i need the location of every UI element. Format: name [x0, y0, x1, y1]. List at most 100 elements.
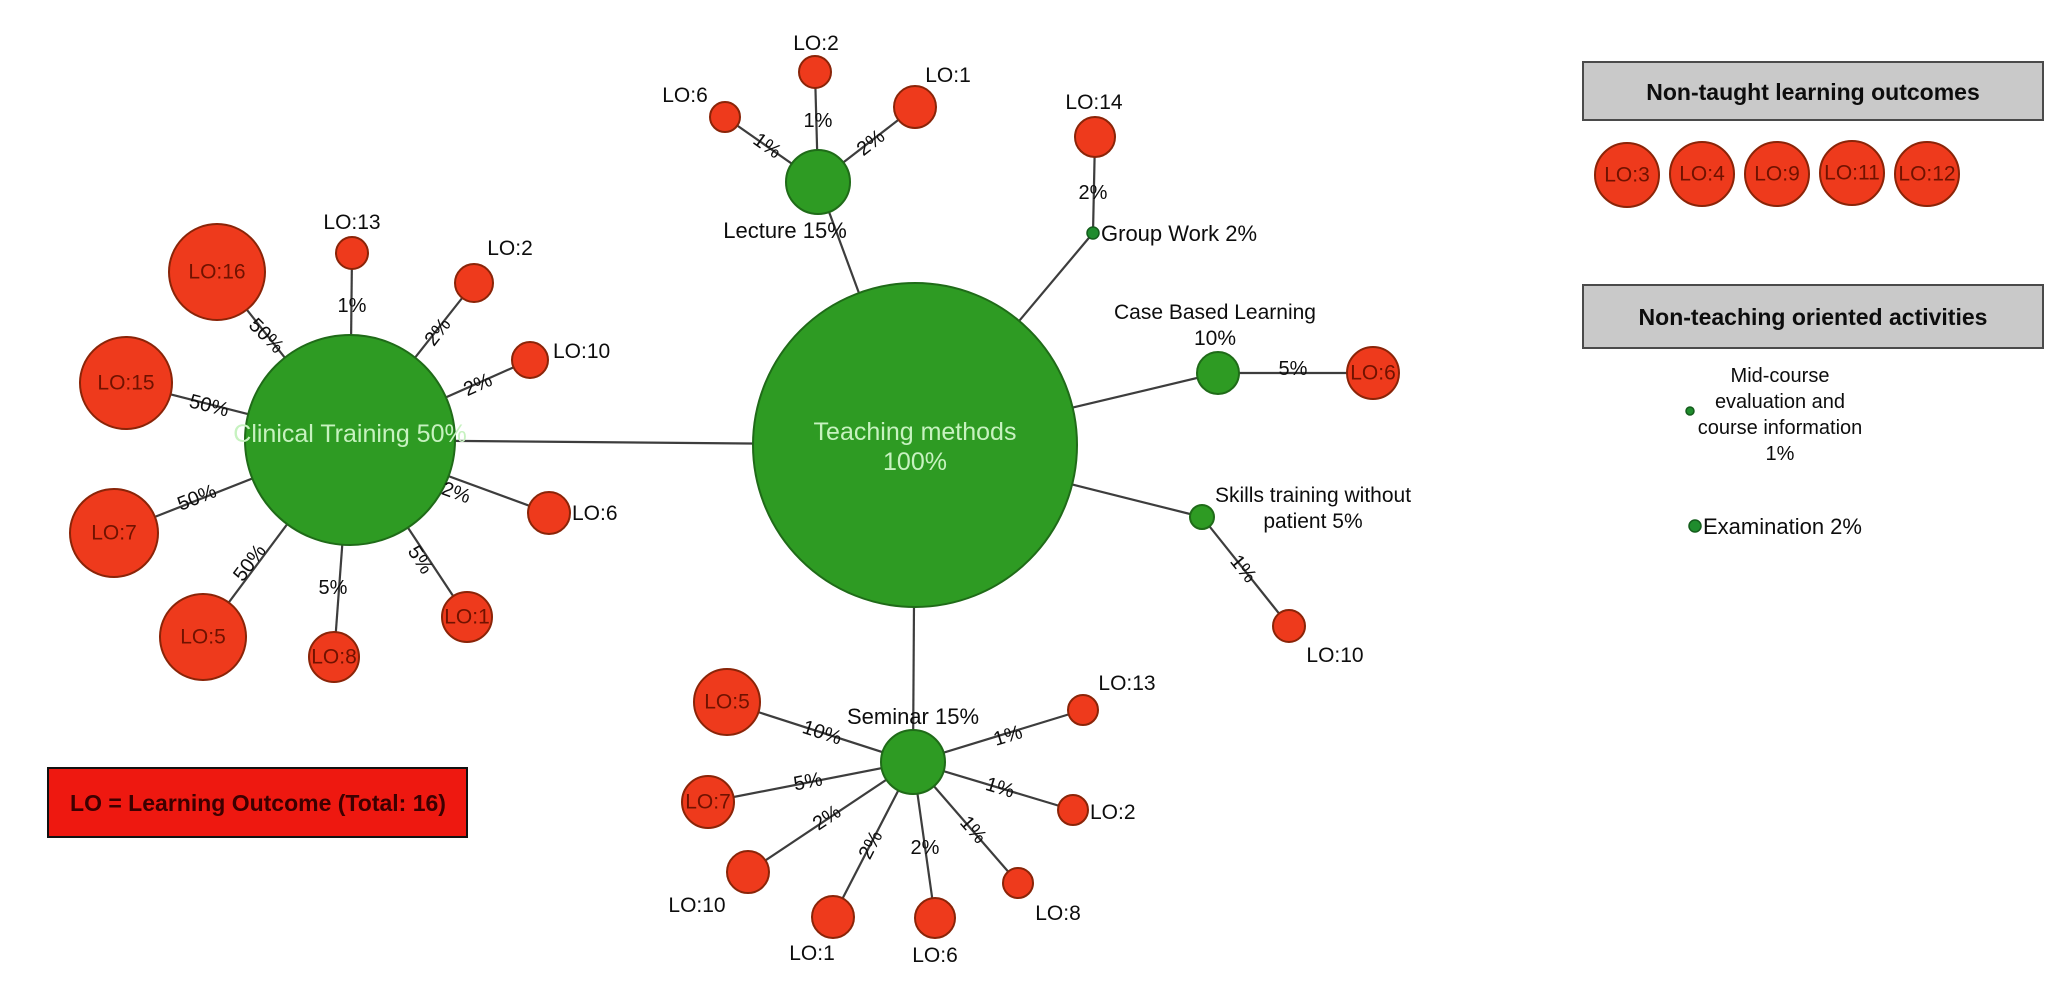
node-clinical-lo7 [69, 488, 159, 578]
note-box-label: LO = Learning Outcome (Total: 16) [70, 790, 446, 816]
node-clinical-lo8 [308, 631, 360, 683]
skills-label-line1: Skills training without [1215, 484, 1411, 507]
pct-clinical-lo7: 50% [174, 480, 220, 515]
node-seminar-lo7 [681, 775, 735, 829]
node-skills-lo10 [1272, 609, 1306, 643]
lecture-lo1-label: LO:1 [925, 64, 971, 87]
note-box-group: LO = Learning Outcome (Total: 16) [47, 767, 468, 838]
node-labels: Teaching methods 100% Clinical Training … [233, 218, 1411, 729]
node-clinical-lo2 [454, 263, 494, 303]
seminar-lo8-label: LO:8 [1035, 902, 1081, 925]
midcourse-label-line4: 1% [1766, 443, 1795, 465]
seminar-lo7-label: LO:7 [685, 791, 731, 814]
pct-seminar-lo6: 2% [911, 837, 940, 859]
groupwork-lo14-label: LO:14 [1065, 91, 1123, 114]
node-seminar-lo2 [1057, 794, 1089, 826]
node-clinical-lo15 [79, 336, 173, 430]
legend-lo3-label: LO:3 [1604, 164, 1650, 187]
pct-clinical-lo8: 5% [319, 577, 348, 599]
legend-lo12-circle [1894, 141, 1960, 207]
node-case-based-learning [1196, 351, 1240, 395]
examination-label: Examination 2% [1703, 514, 1862, 539]
clinical-lo5-label: LO:5 [180, 626, 226, 649]
midcourse-label-line1: Mid-course [1731, 365, 1830, 387]
seminar-lo6-label: LO:6 [912, 944, 958, 967]
pct-lecture-lo2: 1% [804, 110, 833, 132]
pct-seminar-lo1: 2% [855, 827, 888, 863]
midcourse-dot-icon [1685, 406, 1695, 416]
seminar-lo2-label: LO:2 [1090, 801, 1136, 824]
midcourse-label-line2: evaluation and [1715, 391, 1845, 413]
node-lecture-lo1 [893, 85, 937, 129]
node-clinical-lo6 [527, 491, 571, 535]
legend-non-teaching-box [1582, 284, 2044, 349]
node-seminar-lo10 [726, 850, 770, 894]
node-lecture [785, 149, 851, 215]
pct-clinical-lo1: 5% [403, 542, 437, 578]
teaching-methods-label-line1: Teaching methods [814, 418, 1017, 446]
node-seminar-lo6 [914, 897, 956, 939]
clinical-lo1-label: LO:1 [444, 606, 490, 629]
legend-lo4-label: LO:4 [1679, 163, 1725, 186]
outcome-labels: LO:16 LO:13 LO:2 LO:10 LO:15 LO:6 LO:7 L… [91, 32, 1396, 967]
legend-non-teaching-title: Non-teaching oriented activities [1639, 304, 1988, 330]
node-clinical-lo13 [335, 236, 369, 270]
node-lecture-lo6 [709, 101, 741, 133]
casebased-lo6-label: LO:6 [1350, 362, 1396, 385]
pct-seminar-lo5: 10% [800, 716, 845, 749]
legend-lo12-label: LO:12 [1898, 163, 1955, 186]
pct-seminar-lo10: 2% [809, 801, 845, 836]
pct-groupwork-lo14: 2% [1079, 182, 1108, 204]
nodes [69, 55, 1400, 939]
node-clinical-training [244, 334, 456, 546]
seminar-lo13-label: LO:13 [1098, 672, 1155, 695]
midcourse-label-line3: course information [1698, 417, 1863, 439]
pct-seminar-lo2: 1% [983, 773, 1017, 803]
teaching-methods-label-line2: 100% [883, 448, 947, 476]
node-skills-training [1189, 504, 1215, 530]
node-group-work [1086, 226, 1100, 240]
edge-skills-lo10 [1201, 516, 1290, 627]
pct-seminar-lo13: 1% [991, 721, 1025, 751]
case-based-label-line1: Case Based Learning [1114, 301, 1316, 324]
clinical-lo13-label: LO:13 [323, 211, 380, 234]
pct-clinical-lo15: 50% [187, 390, 231, 421]
edge-seminar-lo10 [747, 761, 914, 873]
skills-lo10-label: LO:10 [1306, 644, 1363, 667]
pct-clinical-lo13: 1% [338, 295, 367, 317]
legend-lo11-label: LO:11 [1824, 162, 1880, 185]
seminar-label: Seminar 15% [847, 704, 979, 729]
examination-dot-icon [1688, 519, 1702, 533]
clinical-lo2-label: LO:2 [487, 237, 533, 260]
note-box [47, 767, 468, 838]
clinical-lo10-label: LO:10 [553, 340, 610, 363]
lecture-lo6-label: LO:6 [662, 84, 708, 107]
node-seminar-lo13 [1067, 694, 1099, 726]
lecture-label: Lecture 15% [723, 218, 847, 243]
node-clinical-lo16 [168, 223, 266, 321]
node-clinical-lo5 [159, 593, 247, 681]
node-seminar [880, 729, 946, 795]
clinical-lo16-label: LO:16 [188, 261, 245, 284]
legend-non-taught: Non-taught learning outcomes LO:3 LO:4 L… [1582, 61, 2044, 208]
pct-clinical-lo5: 50% [229, 540, 271, 585]
node-lecture-lo2 [798, 55, 832, 89]
clinical-lo6-label: LO:6 [572, 502, 618, 525]
pct-clinical-lo16: 50% [244, 314, 288, 358]
lecture-lo2-label: LO:2 [793, 32, 839, 55]
legend-non-teaching: Non-teaching oriented activities Mid-cou… [1582, 284, 2044, 539]
pct-clinical-lo10: 2% [460, 369, 496, 401]
pct-seminar-lo7: 5% [792, 768, 825, 795]
case-based-label-line2: 10% [1194, 327, 1236, 350]
node-casebased-lo6 [1346, 346, 1400, 400]
seminar-lo10-label: LO:10 [668, 894, 725, 917]
node-seminar-lo5 [693, 668, 761, 736]
skills-label-line2: patient 5% [1263, 510, 1362, 533]
clinical-training-label: Clinical Training 50% [233, 420, 466, 448]
node-clinical-lo10 [511, 341, 549, 379]
clinical-lo8-label: LO:8 [311, 646, 357, 669]
legend-lo9-label: LO:9 [1754, 163, 1800, 186]
node-clinical-lo1 [441, 591, 493, 643]
legend-non-taught-box [1582, 61, 2044, 121]
